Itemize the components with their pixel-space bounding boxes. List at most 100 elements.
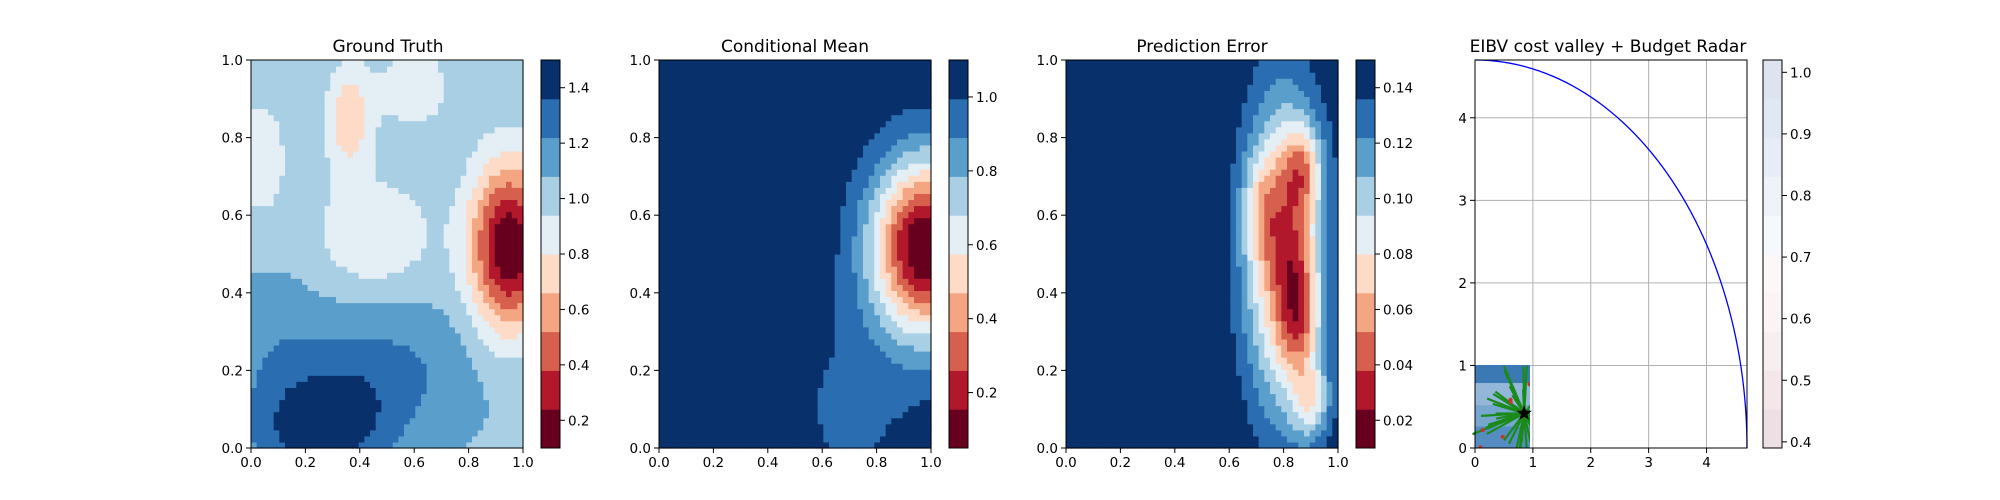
heat-cell [330, 205, 337, 213]
heat-cell [710, 157, 717, 164]
heat-cell [353, 114, 360, 122]
heat-cell [398, 308, 405, 316]
heat-cell [681, 399, 688, 407]
heat-cell [251, 308, 258, 316]
heat-cell [398, 150, 405, 158]
heat-cell [483, 247, 490, 255]
heat-cell [676, 78, 683, 85]
heat-cell [324, 66, 331, 73]
heat-cell [664, 126, 671, 134]
heat-cell [409, 308, 416, 316]
heat-cell [330, 375, 337, 382]
heat-cell [477, 338, 484, 346]
heat-cell [262, 193, 269, 201]
heat-cell [693, 114, 700, 122]
heat-cell [455, 187, 462, 194]
heat-cell [772, 181, 779, 188]
heat-cell [302, 381, 309, 388]
heat-cell [494, 272, 501, 279]
heat-cell [500, 393, 507, 401]
heat-cell [806, 138, 813, 146]
heat-cell [432, 126, 439, 134]
heat-cell [727, 60, 734, 67]
heat-cell [324, 223, 331, 231]
heat-cell [800, 393, 807, 401]
heat-cell [415, 344, 422, 352]
heat-cell [778, 229, 785, 237]
heat-cell [404, 90, 411, 97]
heat-cell [477, 72, 484, 79]
heat-cell [800, 138, 807, 146]
heat-cell [800, 84, 807, 91]
heat-cell [698, 229, 705, 237]
heat-cell [681, 405, 688, 413]
heat-cell [341, 205, 348, 213]
heat-cell [409, 393, 416, 401]
heat-cell [489, 223, 496, 231]
heat-cell [353, 229, 360, 237]
heat-cell [664, 272, 671, 279]
heat-cell [761, 78, 768, 85]
heat-cell [381, 290, 388, 298]
heat-cell [676, 351, 683, 358]
heat-cell [426, 260, 433, 267]
heat-cell [806, 60, 813, 67]
heat-cell [727, 84, 734, 91]
heat-cell [421, 90, 428, 97]
heat-cell [489, 351, 496, 358]
heat-cell [472, 241, 479, 249]
heat-cell [676, 163, 683, 170]
heat-cell [279, 405, 286, 413]
heat-cell [460, 375, 467, 382]
heat-cell [353, 193, 360, 201]
heat-cell [676, 108, 683, 116]
heat-cell [500, 369, 507, 376]
heat-cell [755, 399, 762, 407]
heat-cell [744, 120, 751, 128]
heat-cell [772, 163, 779, 170]
heat-cell [421, 278, 428, 285]
heat-cell [698, 84, 705, 91]
heat-cell [693, 326, 700, 334]
heat-cell [681, 199, 688, 207]
heat-cell [732, 72, 739, 79]
heat-cell [693, 260, 700, 267]
heat-cell [347, 369, 354, 376]
heat-cell [370, 266, 377, 273]
heat-cell [324, 351, 331, 358]
heat-cell [455, 441, 462, 449]
heat-cell [812, 266, 819, 273]
heat-cell [404, 211, 411, 219]
heat-cell [262, 235, 269, 243]
heat-cell [789, 417, 796, 425]
heat-cell [336, 332, 343, 340]
heat-cell [370, 211, 377, 219]
heat-cell [670, 351, 677, 358]
heat-cell [477, 66, 484, 73]
heat-cell [330, 399, 337, 407]
heat-cell [823, 417, 830, 425]
heat-cell [381, 308, 388, 316]
heat-cell [466, 326, 473, 334]
heat-cell [783, 120, 790, 128]
heat-cell [494, 181, 501, 188]
heat-cell [800, 320, 807, 328]
heat-cell [415, 235, 422, 243]
heat-cell [324, 205, 331, 213]
heat-cell [472, 138, 479, 146]
heat-cell [817, 66, 824, 73]
heat-cell [381, 393, 388, 401]
heat-cell [455, 411, 462, 419]
heat-cell [285, 357, 292, 364]
heat-cell [364, 114, 371, 122]
heat-cell [659, 126, 666, 134]
heat-cell [715, 126, 722, 134]
heat-cell [500, 102, 507, 110]
heat-cell [710, 302, 717, 310]
heat-cell [421, 108, 428, 116]
heat-cell [370, 223, 377, 231]
heat-cell [302, 351, 309, 358]
heat-cell [313, 387, 320, 395]
heat-cell [772, 326, 779, 334]
heat-cell [404, 169, 411, 176]
